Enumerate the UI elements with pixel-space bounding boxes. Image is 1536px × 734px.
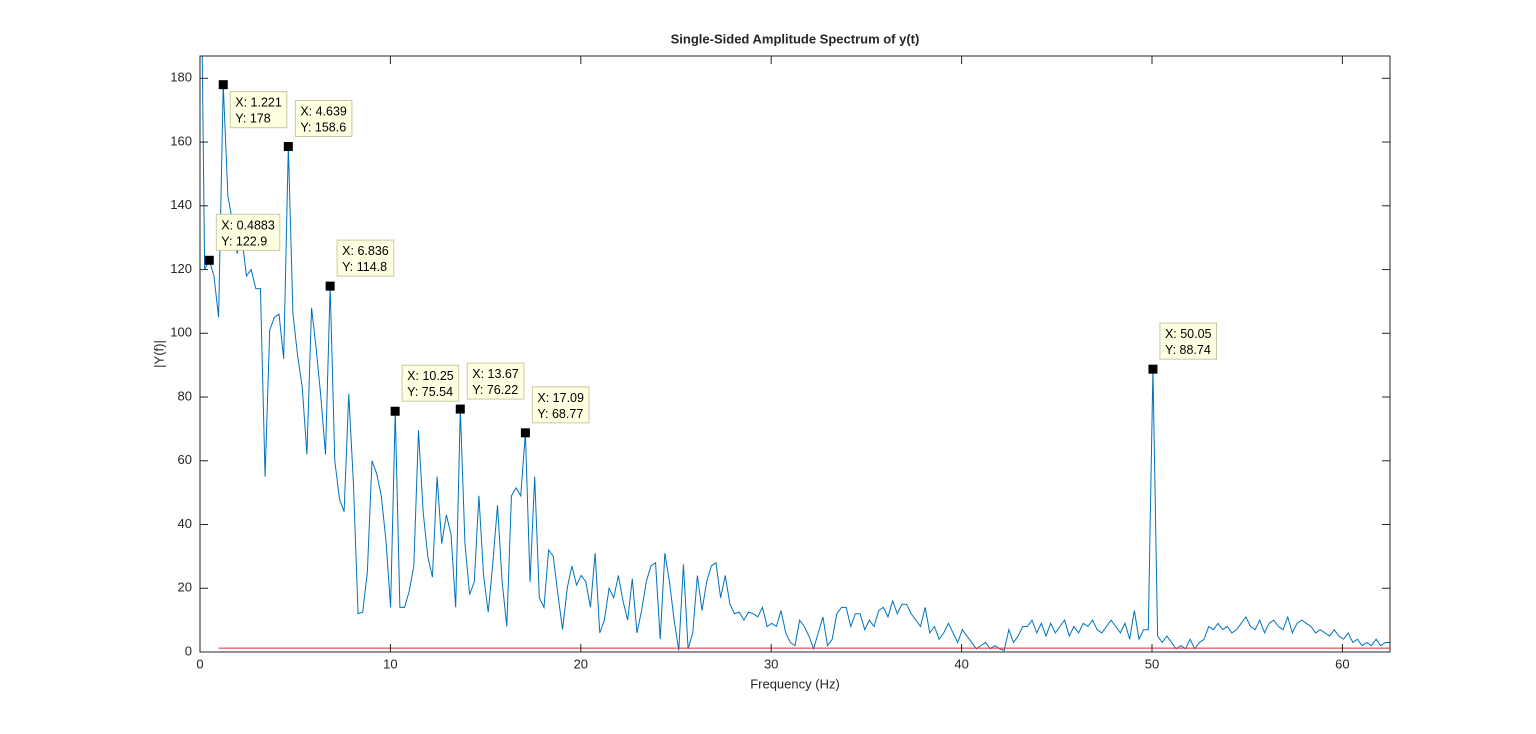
datatip-marker [520,428,530,438]
datatip: X: 0.4883 Y: 122.9 [204,213,281,265]
datatip-box [1159,322,1218,360]
datatip-y-label: Y: 76.22 [472,383,518,397]
x-tick-label: 60 [1335,656,1349,671]
datatip-y-label: Y: 122.9 [221,234,267,248]
datatip-x-label: X: 0.4883 [221,218,275,232]
datatip: X: 1.221 Y: 178 [218,80,288,129]
datatip: X: 13.67 Y: 76.22 [455,362,525,414]
datatip: X: 6.836 Y: 114.8 [325,239,395,291]
datatip-marker [218,80,228,90]
series-line [201,56,1390,652]
x-tick-label: 30 [764,656,778,671]
x-tick-label: 50 [1145,656,1159,671]
datatip-box [215,213,281,251]
datatip-marker [1148,364,1158,374]
y-tick-label: 160 [170,133,192,148]
datatip: X: 17.09 Y: 68.77 [520,386,590,438]
datatip-x-label: X: 10.25 [407,369,454,383]
datatip-marker [325,281,335,291]
x-axis-label: Frequency (Hz) [750,676,840,691]
x-tick-label: 0 [196,656,203,671]
axes-box [199,55,1391,653]
y-tick-label: 60 [178,452,192,467]
datatip-box [294,100,353,138]
y-axis-label: |Y(f)| [151,340,166,368]
datatip: X: 10.25 Y: 75.54 [390,364,460,416]
datatip: X: 50.05 Y: 88.74 [1148,322,1218,374]
y-tick-label: 40 [178,516,192,531]
datatip-x-label: X: 4.639 [300,105,347,119]
x-tick-label: 20 [574,656,588,671]
y-tick-label: 140 [170,197,192,212]
datatip-box [466,362,525,400]
datatip-x-label: X: 1.221 [235,96,282,110]
datatip-y-label: Y: 68.77 [537,407,583,421]
datatip-y-label: Y: 158.6 [300,121,346,135]
datatip-box [336,239,395,277]
datatip: X: 4.639 Y: 158.6 [283,100,353,152]
datatip-box [401,364,460,402]
chart-title: Single-Sided Amplitude Spectrum of y(t) [671,31,920,46]
x-tick-label: 10 [383,656,397,671]
datatip-y-label: Y: 114.8 [342,260,387,274]
y-tick-label: 100 [170,325,192,340]
datatip-x-label: X: 50.05 [1165,327,1212,341]
y-tick-label: 120 [170,261,192,276]
datatip-x-label: X: 13.67 [472,367,519,381]
y-tick-label: 80 [178,388,192,403]
y-tick-label: 180 [170,70,192,85]
plot-lines [201,56,1390,652]
y-tick-label: 20 [178,580,192,595]
datatip-marker [455,404,465,414]
datatip-x-label: X: 6.836 [342,244,389,258]
datatip-marker [283,142,293,152]
datatip-x-label: X: 17.09 [537,391,584,405]
datatip-y-label: Y: 75.54 [407,385,453,399]
datatip-marker [390,406,400,416]
datatip-marker [204,255,214,265]
datatip-box [229,91,288,129]
datatip-box [531,386,590,424]
x-tick-label: 40 [954,656,968,671]
datatip-y-label: Y: 178 [235,112,270,126]
datatip-y-label: Y: 88.74 [1165,343,1211,357]
y-tick-label: 0 [185,643,192,658]
